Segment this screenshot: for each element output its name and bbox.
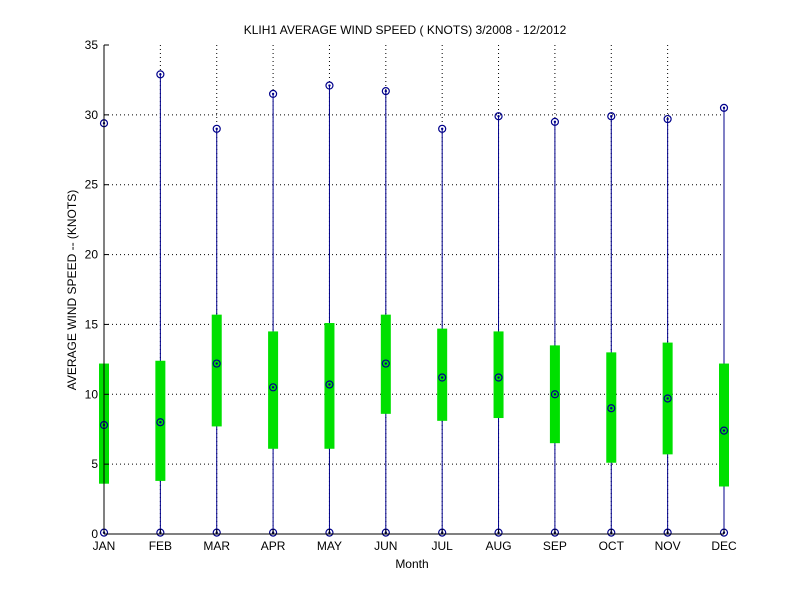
max-marker — [607, 112, 616, 121]
max-marker-dot — [497, 115, 500, 118]
median-marker-dot — [215, 362, 218, 365]
median-marker — [663, 394, 672, 403]
max-marker — [156, 70, 165, 79]
y-tick-label: 10 — [85, 387, 99, 401]
max-marker — [719, 103, 729, 112]
median-marker-dot — [553, 393, 557, 396]
x-tick-label: JAN — [93, 539, 116, 553]
iqr-box — [324, 323, 335, 449]
y-tick-label: 5 — [91, 457, 98, 471]
y-tick-label: 35 — [85, 38, 99, 52]
median-marker-dot — [666, 397, 669, 400]
x-tick-label: DEC — [711, 539, 737, 553]
median-marker-dot — [159, 421, 162, 424]
x-tick-label: JUL — [432, 539, 454, 553]
median-marker-dot — [610, 407, 613, 410]
max-marker-dot — [722, 106, 726, 110]
x-tick-label: MAY — [317, 539, 342, 553]
max-marker-dot — [440, 127, 444, 131]
median-marker-dot — [722, 429, 726, 432]
max-marker-dot — [384, 89, 388, 93]
median-marker — [607, 404, 616, 413]
median-marker — [212, 359, 221, 368]
y-tick-label: 25 — [85, 178, 99, 192]
max-marker — [438, 124, 447, 133]
x-tick-label: APR — [261, 539, 286, 553]
y-tick-label: 20 — [85, 248, 99, 262]
max-marker-dot — [159, 73, 162, 76]
median-marker-dot — [384, 362, 388, 365]
max-marker-dot — [666, 117, 669, 121]
iqr-box — [493, 331, 504, 419]
max-marker — [268, 89, 278, 99]
max-marker — [494, 112, 503, 121]
median-marker-dot — [497, 376, 500, 379]
y-tick-label: 0 — [91, 527, 98, 541]
median-marker — [156, 418, 165, 427]
median-marker — [381, 359, 390, 368]
y-tick-label: 30 — [85, 108, 99, 122]
median-marker — [325, 380, 334, 389]
max-marker — [325, 81, 334, 90]
median-marker — [438, 373, 447, 382]
median-marker — [719, 426, 729, 435]
median-marker-dot — [328, 383, 331, 386]
median-marker-dot — [271, 386, 275, 389]
max-marker-dot — [328, 84, 331, 87]
x-tick-label: OCT — [599, 539, 625, 553]
median-marker — [494, 373, 503, 382]
max-marker — [212, 124, 221, 133]
x-axis-label: Month — [395, 557, 428, 571]
iqr-box — [437, 328, 448, 421]
max-marker — [663, 114, 672, 124]
x-tick-label: FEB — [149, 539, 172, 553]
x-tick-label: NOV — [655, 539, 681, 553]
x-tick-label: SEP — [543, 539, 567, 553]
max-marker-dot — [553, 120, 557, 124]
max-marker-dot — [215, 127, 218, 131]
iqr-box — [211, 314, 222, 427]
iqr-box — [155, 360, 166, 481]
x-tick-label: MAR — [203, 539, 230, 553]
max-marker — [550, 117, 560, 126]
chart-title: KLIH1 AVERAGE WIND SPEED ( KNOTS) 3/2008… — [244, 23, 567, 37]
max-marker-dot — [271, 92, 275, 96]
iqr-box — [719, 363, 729, 487]
x-tick-label: AUG — [486, 539, 512, 553]
max-marker-dot — [610, 115, 613, 118]
y-tick-label: 15 — [85, 317, 99, 331]
axis-layer: 0 5 10 15 20 25 30 35 JAN FEB MAR APR MAY JUN JUL AUG SE… — [85, 38, 737, 553]
median-marker-dot — [440, 376, 444, 379]
x-tick-label: JUN — [374, 539, 397, 553]
median-marker — [268, 383, 278, 392]
median-marker — [550, 390, 560, 399]
max-marker — [381, 87, 390, 96]
iqr-box — [268, 331, 279, 449]
y-axis-label: AVERAGE WIND SPEED -- (KNOTS) — [65, 190, 79, 390]
